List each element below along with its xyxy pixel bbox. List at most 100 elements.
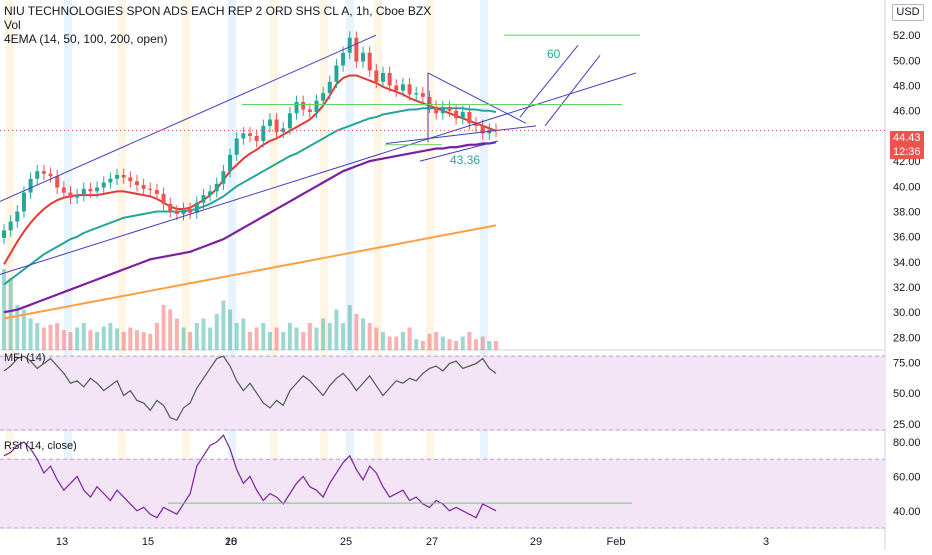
volume-bar	[361, 318, 366, 350]
volume-bar	[434, 332, 439, 350]
candle-body	[301, 101, 306, 110]
volume-bar	[494, 341, 498, 350]
volume-bar	[347, 305, 352, 350]
volume-bar	[334, 309, 339, 350]
candle-body	[281, 128, 286, 133]
time-tick-label: Feb	[607, 536, 626, 548]
volume-bar	[15, 305, 20, 350]
ema200-line	[3, 224, 497, 320]
session-stripe	[346, 0, 354, 528]
volume-bar	[28, 318, 33, 350]
volume-bar	[2, 269, 6, 350]
volume-bar	[134, 330, 139, 350]
price-tick-label: 42.00	[893, 156, 921, 168]
volume-bar	[407, 327, 412, 350]
volume-bar	[281, 332, 286, 350]
volume-bar	[8, 278, 13, 350]
volume-bar	[480, 336, 485, 350]
candle-body	[440, 106, 445, 114]
candle-body	[154, 190, 159, 194]
candle-body	[394, 85, 399, 91]
currency-selector[interactable]: USD	[892, 4, 924, 21]
volume-bar	[115, 328, 120, 350]
volume-bar	[454, 341, 459, 350]
volume-bar	[81, 323, 86, 350]
volume-bar	[221, 300, 226, 350]
candle-body	[347, 37, 352, 53]
volume-bar	[181, 327, 186, 350]
time-tick-label: 18	[225, 536, 237, 548]
candle-body	[354, 37, 359, 62]
volume-bar	[208, 327, 213, 350]
candle-body	[374, 70, 379, 82]
candle-body	[174, 211, 179, 214]
price-tick-label: 46.00	[893, 106, 921, 118]
candle-body	[267, 119, 272, 126]
candle-body	[188, 208, 193, 213]
candle-body	[68, 192, 73, 198]
candle-body	[420, 93, 425, 97]
candle-body	[75, 195, 80, 198]
candle-body	[228, 154, 233, 172]
mfi-band	[0, 356, 885, 430]
time-tick-label: 29	[530, 536, 542, 548]
candle-body	[248, 133, 252, 136]
candle-body	[28, 178, 33, 193]
channel-lower-line	[0, 72, 637, 275]
volume-bar	[440, 336, 445, 350]
volume-bar	[241, 318, 246, 350]
candle-body	[327, 81, 332, 94]
mfi-tick-label: 25.00	[893, 419, 921, 431]
volume-bar	[55, 323, 60, 350]
candle-body	[367, 52, 372, 71]
ema-label[interactable]: 4EMA (14, 50, 100, 200, open)	[4, 32, 168, 46]
candle-body	[321, 93, 326, 101]
candle-body	[21, 192, 26, 212]
target-annotation: 60	[547, 47, 561, 61]
candle-body	[447, 106, 452, 111]
volume-bar	[101, 326, 106, 350]
triangle-lower-line	[385, 125, 537, 144]
time-tick-label: 13	[56, 536, 68, 548]
channel-upper-line	[0, 34, 377, 202]
ema14-line	[3, 74, 497, 265]
candle-body	[48, 173, 53, 177]
candle-body	[234, 138, 239, 155]
candle-body	[81, 188, 86, 196]
volume-bar	[314, 327, 319, 350]
chart-title: NIU TECHNOLOGIES SPON ADS EACH REP 2 ORD…	[4, 4, 432, 18]
session-stripe	[182, 0, 190, 528]
volume-bar	[420, 341, 425, 350]
candle-body	[287, 113, 292, 129]
volume-bar	[327, 323, 332, 350]
candle-body	[314, 100, 319, 112]
candle-body	[61, 187, 66, 193]
candle-body	[460, 112, 465, 119]
mfi-label[interactable]: MFI (14)	[4, 352, 46, 364]
volume-bar	[88, 330, 93, 350]
rsi-label[interactable]: RSI (14, close)	[4, 440, 77, 452]
rsi-tick-label: 60.00	[893, 471, 921, 483]
ema100-line	[3, 141, 497, 314]
volume-bar	[95, 332, 100, 350]
session-stripe	[270, 0, 278, 528]
candle-body	[181, 208, 186, 214]
volume-bar	[427, 333, 432, 350]
volume-bar	[61, 330, 66, 350]
volume-bar	[460, 336, 465, 350]
volume-bar	[487, 341, 492, 350]
session-stripe	[320, 0, 328, 528]
volume-bar	[154, 323, 159, 350]
countdown-badge: 12:36	[890, 145, 924, 159]
candle-body	[274, 119, 279, 133]
volume-bar	[194, 323, 199, 350]
volume-bar	[387, 336, 392, 350]
volume-bar	[321, 318, 326, 350]
target-projection-line	[544, 55, 601, 127]
volume-bar	[174, 318, 179, 350]
volume-bar	[307, 323, 312, 350]
last-price-badge: 44.43	[890, 131, 924, 145]
volume-bar	[21, 309, 26, 350]
candle-body	[15, 211, 20, 222]
candle-body	[194, 202, 199, 213]
